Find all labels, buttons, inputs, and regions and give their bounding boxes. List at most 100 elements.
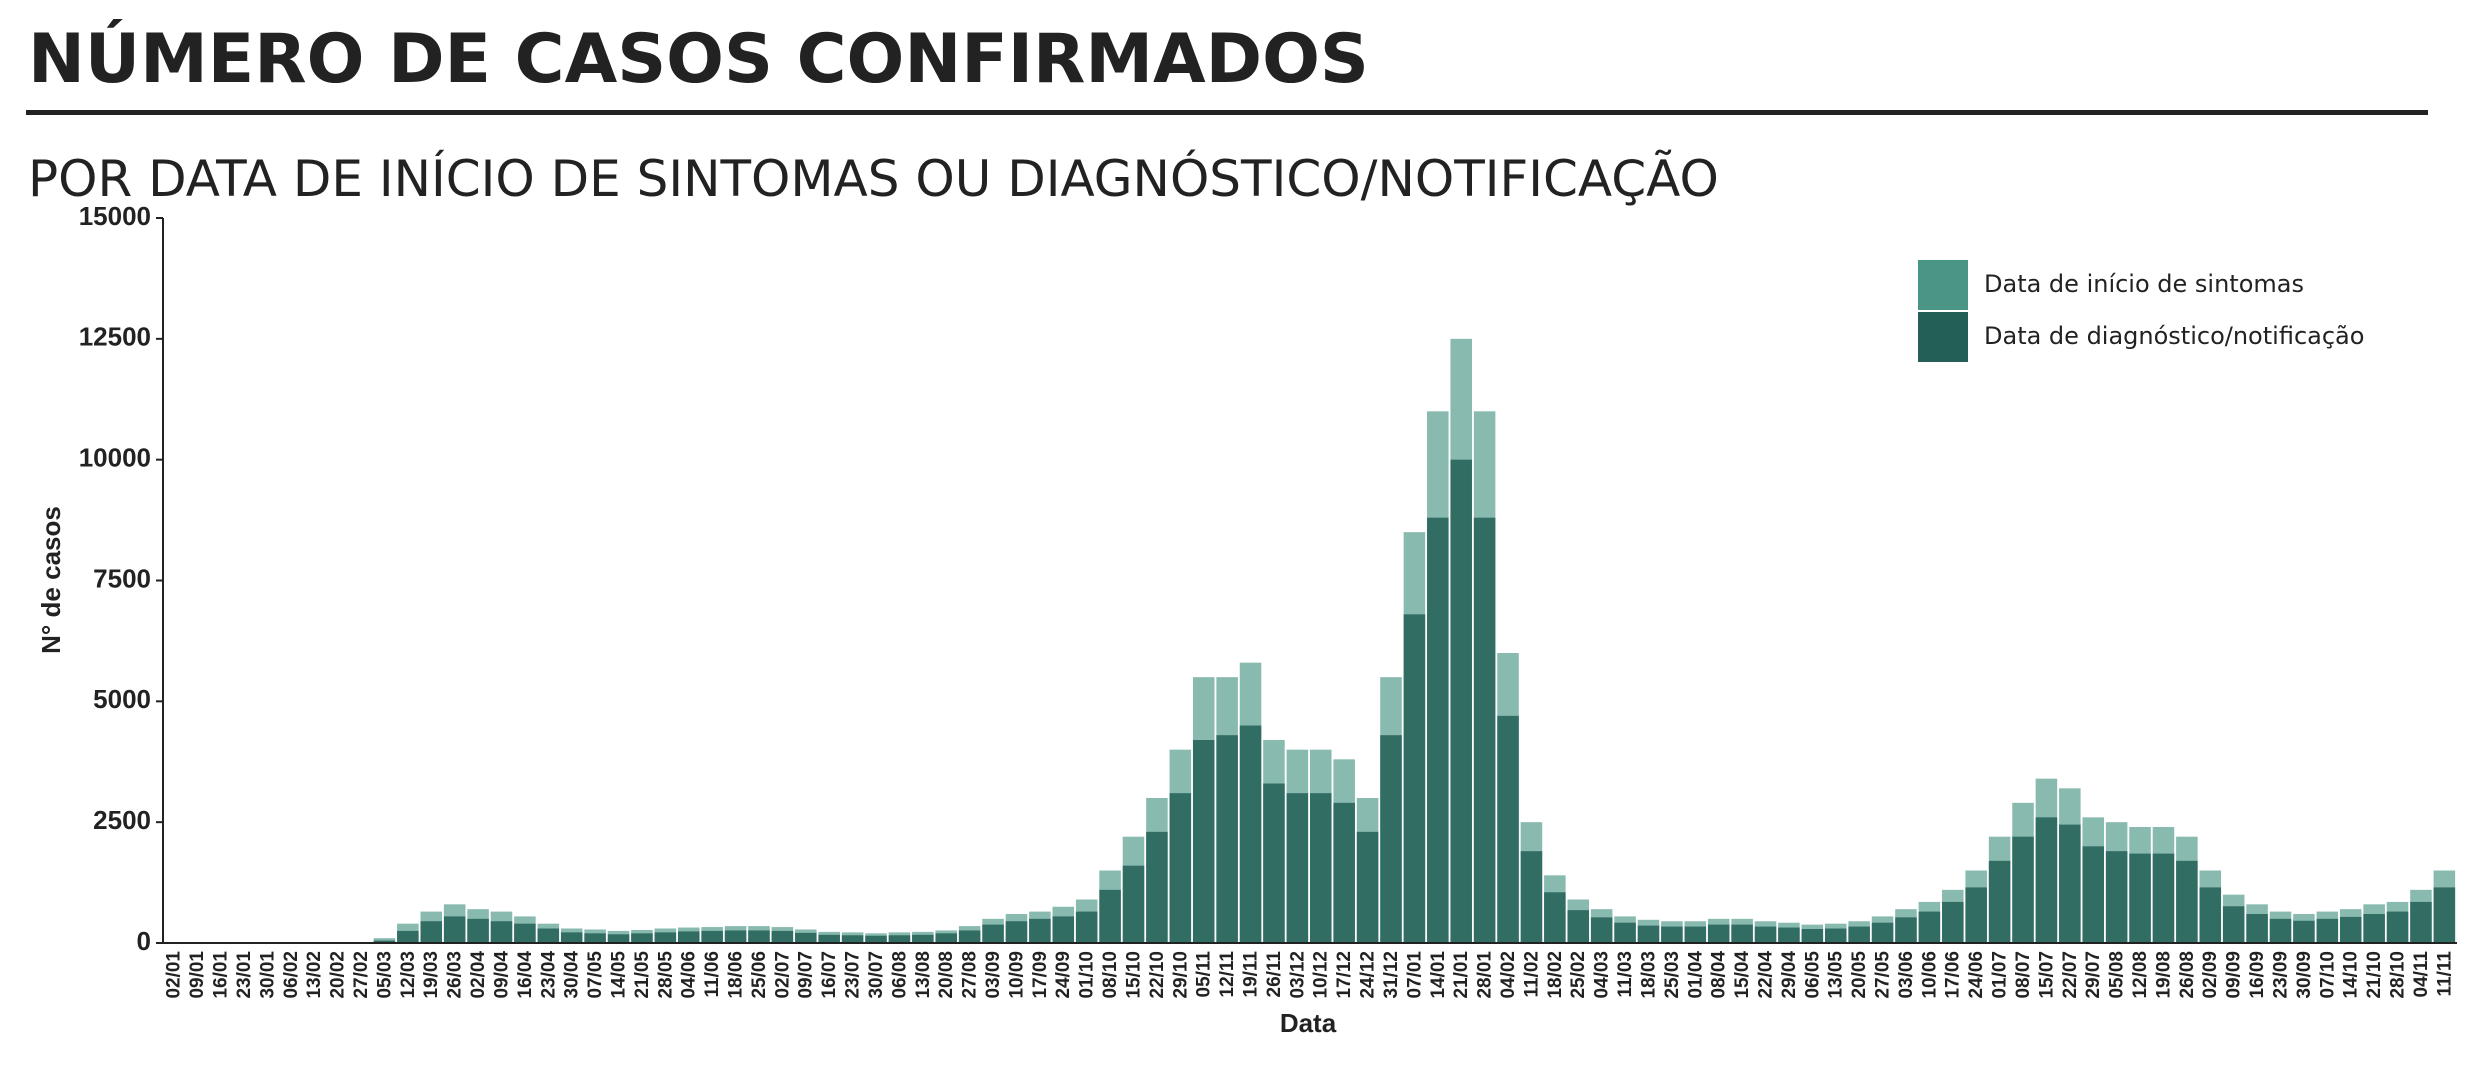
x-tick-label: 13/02 bbox=[304, 951, 325, 999]
bar bbox=[1590, 917, 1613, 943]
bar bbox=[1403, 614, 1426, 943]
bar bbox=[2269, 918, 2292, 943]
bar bbox=[397, 930, 419, 943]
bar bbox=[1005, 921, 1028, 943]
x-tick-label: 30/04 bbox=[562, 951, 583, 999]
x-axis-label: Data bbox=[1280, 1008, 1337, 1038]
x-tick-label: 24/06 bbox=[1966, 951, 1987, 999]
y-tick-label: 2500 bbox=[93, 805, 151, 835]
x-tick-label: 02/09 bbox=[2200, 951, 2221, 999]
x-tick-label: 04/03 bbox=[1592, 951, 1613, 999]
x-tick-label: 19/08 bbox=[2153, 951, 2174, 999]
x-tick-label: 17/12 bbox=[1334, 951, 1355, 999]
bar bbox=[2176, 860, 2198, 943]
bar bbox=[1801, 928, 1824, 943]
bar bbox=[2386, 911, 2409, 943]
x-tick-label: 02/01 bbox=[164, 951, 185, 999]
x-tick-label: 08/07 bbox=[2013, 951, 2034, 999]
legend-label: Data de diagnóstico/notificação bbox=[1984, 322, 2364, 350]
bar bbox=[2410, 901, 2432, 943]
x-tick-label: 10/12 bbox=[1311, 951, 1332, 999]
x-tick-label: 18/06 bbox=[726, 951, 747, 999]
bar bbox=[584, 933, 606, 943]
bar bbox=[2129, 853, 2151, 943]
x-tick-label: 01/07 bbox=[1990, 951, 2011, 999]
x-tick-label: 16/01 bbox=[211, 951, 232, 999]
x-tick-label: 08/10 bbox=[1100, 951, 1121, 999]
bar bbox=[818, 934, 840, 943]
bar bbox=[1871, 922, 1894, 943]
bar bbox=[724, 930, 747, 943]
y-tick-label: 10000 bbox=[79, 443, 151, 473]
x-tick-label: 04/06 bbox=[679, 951, 700, 999]
x-tick-label: 22/07 bbox=[2060, 951, 2081, 999]
x-tick-label: 12/03 bbox=[398, 951, 419, 999]
x-tick-label: 29/07 bbox=[2083, 951, 2104, 999]
x-tick-label: 16/07 bbox=[819, 951, 840, 999]
bar bbox=[373, 940, 396, 943]
bar bbox=[1192, 740, 1215, 943]
x-tick-label: 01/10 bbox=[1077, 951, 1098, 999]
chart-title: NÚMERO DE CASOS CONFIRMADOS bbox=[28, 19, 1369, 99]
x-tick-label: 21/01 bbox=[1451, 951, 1472, 999]
x-tick-label: 07/10 bbox=[2317, 951, 2338, 999]
bar bbox=[2082, 846, 2105, 943]
x-tick-label: 31/12 bbox=[1381, 951, 1402, 999]
x-tick-label: 23/01 bbox=[234, 951, 255, 999]
bar bbox=[1052, 916, 1075, 943]
x-tick-label: 14/05 bbox=[608, 951, 629, 999]
x-tick-label: 24/09 bbox=[1053, 951, 1074, 999]
x-tick-label: 21/10 bbox=[2364, 951, 2385, 999]
bar bbox=[420, 921, 443, 943]
bar bbox=[2246, 914, 2268, 943]
x-tick-label: 25/02 bbox=[1568, 951, 1589, 999]
bar bbox=[1614, 922, 1636, 943]
bar bbox=[771, 930, 794, 943]
x-tick-label: 05/03 bbox=[374, 951, 395, 999]
bar bbox=[631, 933, 653, 943]
title-rule bbox=[26, 110, 2428, 115]
x-tick-label: 07/05 bbox=[585, 951, 606, 999]
x-tick-label: 04/02 bbox=[1498, 951, 1519, 999]
x-tick-label: 11/06 bbox=[702, 951, 723, 998]
bar bbox=[1707, 924, 1730, 943]
x-tick-label: 04/11 bbox=[2411, 951, 2432, 998]
y-tick-label: 12500 bbox=[79, 322, 151, 352]
x-tick-label: 26/11 bbox=[1264, 951, 1285, 998]
x-tick-label: 23/09 bbox=[2270, 951, 2291, 999]
bar bbox=[1731, 924, 1753, 943]
x-tick-label: 30/01 bbox=[257, 951, 278, 999]
x-tick-label: 27/05 bbox=[1873, 951, 1894, 999]
bar bbox=[1356, 831, 1379, 943]
bar bbox=[935, 933, 958, 943]
bar bbox=[677, 931, 700, 943]
x-tick-label: 17/06 bbox=[1943, 951, 1964, 999]
x-tick-label: 20/08 bbox=[936, 951, 957, 999]
bar bbox=[1450, 459, 1472, 943]
bar bbox=[2012, 836, 2034, 943]
bar bbox=[1286, 793, 1309, 943]
x-tick-label: 28/10 bbox=[2387, 951, 2408, 999]
x-tick-label: 30/09 bbox=[2294, 951, 2315, 999]
x-tick-label: 09/09 bbox=[2224, 951, 2245, 999]
bar bbox=[1567, 910, 1590, 943]
legend-swatch bbox=[1918, 260, 1968, 310]
x-tick-label: 27/08 bbox=[960, 951, 981, 999]
bar bbox=[1122, 865, 1145, 943]
bar bbox=[701, 930, 723, 943]
bar bbox=[1942, 901, 1964, 943]
bar bbox=[1520, 851, 1543, 943]
bar bbox=[2316, 918, 2339, 943]
x-tick-label: 28/01 bbox=[1475, 951, 1496, 999]
bar bbox=[795, 932, 817, 943]
x-tick-label: 30/07 bbox=[866, 951, 887, 999]
x-tick-label: 15/04 bbox=[1732, 951, 1753, 999]
bar bbox=[1239, 725, 1262, 943]
bar bbox=[982, 924, 1004, 943]
chart-subtitle: POR DATA DE INÍCIO DE SINTOMAS OU DIAGNÓ… bbox=[28, 149, 1719, 208]
x-tick-label: 03/09 bbox=[983, 951, 1004, 999]
x-tick-label: 25/03 bbox=[1662, 951, 1683, 999]
bar bbox=[2433, 887, 2456, 943]
x-tick-label: 09/04 bbox=[491, 951, 512, 999]
x-tick-label: 15/10 bbox=[1123, 951, 1144, 999]
